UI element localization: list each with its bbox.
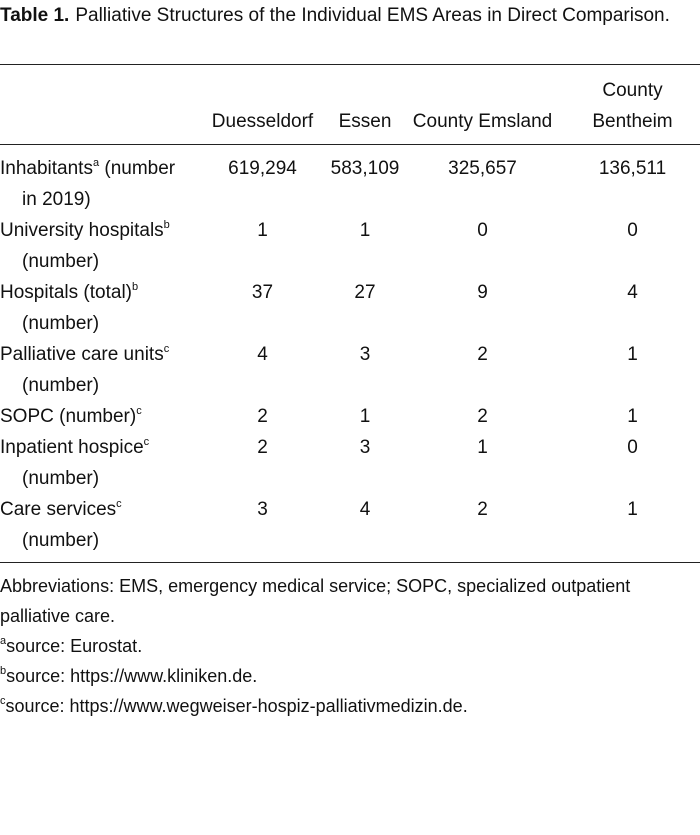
row-label-text: SOPC (number) [0,406,137,427]
header-row: Duesseldorf Essen County Emsland County Ben… [0,65,700,145]
table-cell: 37 [251,282,274,303]
column-header: County Emsland [412,111,553,132]
footnote: csource: https://www.wegweiser-hospiz-pa… [0,691,700,721]
row-label-unit: (number) [22,313,100,334]
table-row: Inpatient hospicec (number) 2 3 1 0 [0,432,700,494]
footnote-marker: a [92,157,100,169]
table-row: Care servicesc (number) 3 4 2 1 [0,494,700,563]
caption-title: Palliative Structures of the Individual … [75,5,670,26]
table-cell: 1 [257,220,268,241]
table-row: University hospitalsb (number) 1 1 0 0 [0,215,700,277]
row-label-unit: (number) [22,530,100,551]
table-cell: 4 [359,499,371,520]
footnote-marker: c [136,405,142,417]
row-label: University hospitalsb (number) [0,215,195,277]
footnote-marker: c [163,343,170,355]
footnote-marker: c [116,498,122,510]
row-label-unit: (number) [22,251,100,272]
table-body: Inhabitantsa (number in 2019) 619,294 583,… [0,145,700,563]
row-label-text: Inpatient hospice [0,437,144,458]
column-header: Duesseldorf [211,111,314,132]
header-cell [0,65,195,145]
table-cell: 1 [477,437,488,458]
row-label-unit: (number) [22,375,100,396]
table-cell: 2 [477,344,488,365]
table-row: Palliative care unitsc (number) 4 3 2 1 [0,339,700,401]
table-cell: 3 [257,499,268,520]
table-cell: 4 [627,282,638,303]
row-label-text: Inhabitants [0,158,93,179]
footnote-marker: b [0,665,7,677]
footnote-text: source: Eurostat. [6,636,143,656]
footnote-marker: c [143,436,150,448]
row-label-text: University hospitals [0,220,164,241]
row-label: Hospitals (total)b (number) [0,277,195,339]
row-label: Care servicesc (number) [0,494,195,563]
abbreviations: Abbreviations: EMS, emergency medical se… [0,576,631,626]
footnote: asource: Eurostat. [0,631,700,661]
table-cell: 1 [359,406,371,427]
row-label: Inpatient hospicec (number) [0,432,195,494]
row-label-unit: (number in 2019) [22,158,176,210]
footnote-text: source: https://www.kliniken.de. [6,666,258,686]
table-cell: 0 [627,220,638,241]
table-cell: 1 [627,499,638,520]
footnotes: Abbreviations: EMS, emergency medical se… [0,571,700,721]
table-cell: 2 [257,406,268,427]
table-cell: 1 [627,406,638,427]
column-header: County Bentheim [592,80,673,132]
table-cell: 2 [477,499,488,520]
table-cell: 2 [257,437,268,458]
table-head: Duesseldorf Essen County Emsland County Ben… [0,65,700,145]
table-cell: 3 [359,344,371,365]
footnote-marker: b [132,281,139,293]
row-label: SOPC (number)c [0,401,195,432]
table-cell: 4 [257,344,268,365]
footnote: bsource: https://www.kliniken.de. [0,661,700,691]
table-cell: 0 [477,220,488,241]
table-cell: 1 [627,344,638,365]
table-cell: 27 [354,282,376,303]
table-cell: 136,511 [598,158,667,179]
row-label: Inhabitantsa (number in 2019) [0,145,195,216]
table-cell: 9 [477,282,488,303]
table-row: Hospitals (total)b (number) 37 27 9 4 [0,277,700,339]
footnote-marker: b [163,219,170,231]
column-header: Essen [338,111,392,132]
table-cell: 2 [477,406,488,427]
footnote-text: source: https://www.wegweiser-hospiz-pal… [5,696,468,716]
row-label-text: Care services [0,499,117,520]
table-cell: 0 [627,437,638,458]
table-cell: 1 [359,220,371,241]
row-label-unit: (number) [22,468,100,489]
table-cell: 3 [359,437,371,458]
table-caption: Table 1. Palliative Structures of the Ind… [0,0,700,64]
table-cell: 619,294 [228,158,297,179]
row-label-text: Hospitals (total) [0,282,132,303]
row-label: Palliative care unitsc (number) [0,339,195,401]
footnote-marker: c [0,695,6,707]
caption-label: Table 1. [0,5,70,26]
table-row: SOPC (number)c 2 1 2 1 [0,401,700,432]
footnote-marker: a [0,635,7,647]
table-cell: 583,109 [330,158,400,179]
row-label-text: Palliative care units [0,344,164,365]
table-cell: 325,657 [448,158,517,179]
data-table: Duesseldorf Essen County Emsland County Ben… [0,64,700,563]
table-row: Inhabitantsa (number in 2019) 619,294 583,… [0,145,700,216]
